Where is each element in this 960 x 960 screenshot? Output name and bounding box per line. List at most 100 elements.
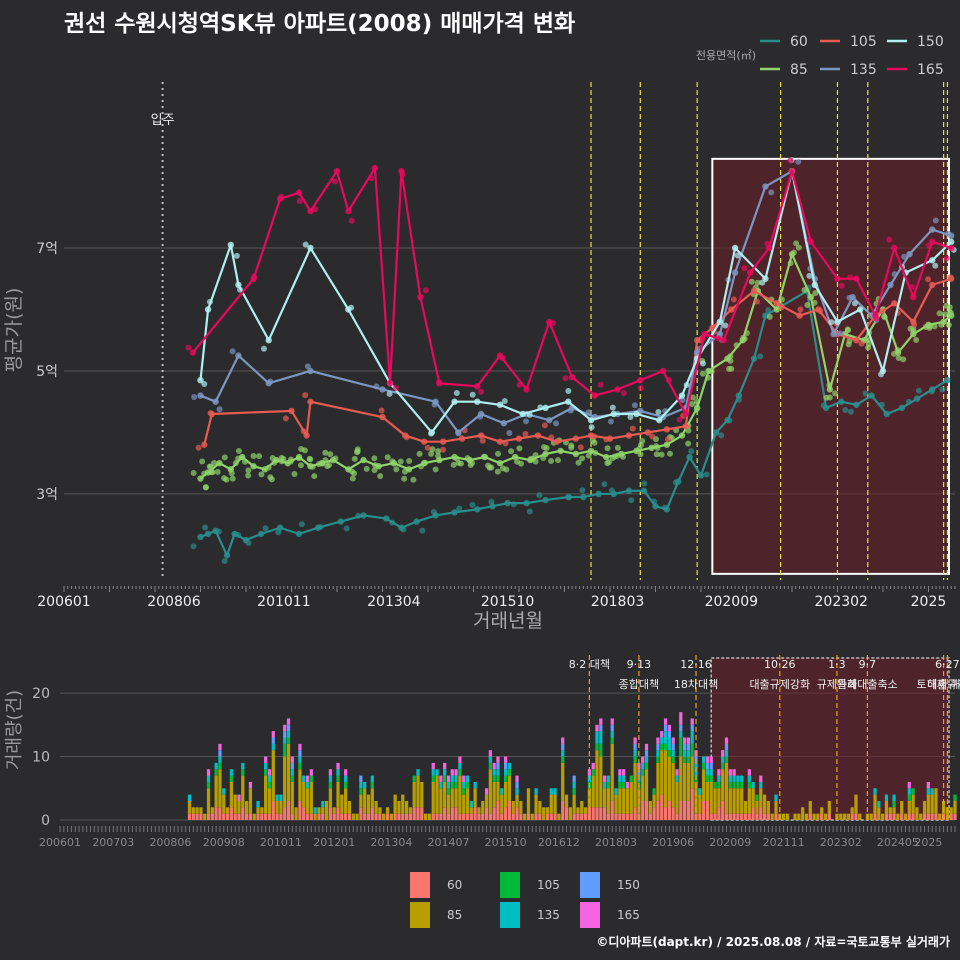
vol-bar xyxy=(279,800,283,814)
data-point xyxy=(685,440,692,447)
vol-bar xyxy=(587,807,592,820)
data-point xyxy=(644,429,652,436)
data-point xyxy=(302,241,309,248)
vol-bar xyxy=(271,743,275,751)
vol-bar xyxy=(328,788,333,808)
data-point xyxy=(837,330,844,337)
vol-bar xyxy=(881,813,885,820)
vol-bar xyxy=(595,743,599,751)
vol-bar xyxy=(926,794,930,814)
data-point xyxy=(658,451,665,458)
data-point xyxy=(932,217,939,224)
vol-bar xyxy=(702,769,706,801)
vol-bar xyxy=(195,807,199,814)
vol-bar xyxy=(770,813,774,820)
vol-bar xyxy=(344,769,348,776)
vol-bar xyxy=(458,762,462,770)
vol-bar xyxy=(233,813,237,820)
vol-bar xyxy=(854,813,858,820)
vol-bar xyxy=(717,788,721,808)
vol-bar xyxy=(667,750,671,757)
vol-bar xyxy=(762,813,767,820)
vol-bar xyxy=(747,769,751,776)
vol-bar xyxy=(930,813,934,820)
data-point xyxy=(853,275,860,282)
vol-bar xyxy=(656,762,660,801)
data-point xyxy=(428,450,435,457)
vol-bar xyxy=(705,756,710,763)
vol-bar xyxy=(332,813,336,820)
data-point xyxy=(428,430,435,437)
vol-bar xyxy=(435,769,439,776)
vol-bar xyxy=(671,756,675,763)
vol-bar xyxy=(785,813,790,820)
data-point xyxy=(689,394,696,401)
vol-bar xyxy=(488,813,492,820)
data-point xyxy=(502,440,509,447)
data-point xyxy=(549,320,556,327)
data-point xyxy=(251,273,258,280)
data-point xyxy=(620,390,627,397)
data-point xyxy=(216,406,223,413)
data-point xyxy=(479,437,486,444)
data-point xyxy=(588,424,595,431)
vol-bar xyxy=(717,807,721,820)
vol-bar xyxy=(214,769,218,776)
vol-bar xyxy=(275,813,279,820)
vol-bar xyxy=(637,769,641,776)
data-point xyxy=(201,381,208,388)
vol-bar xyxy=(305,781,310,789)
vol-bar xyxy=(610,731,614,738)
vol-bar xyxy=(267,813,272,820)
vol-bar xyxy=(416,769,420,776)
vol-bar xyxy=(930,788,934,795)
data-point xyxy=(343,525,350,532)
legend-swatch xyxy=(410,902,430,928)
data-point xyxy=(295,189,303,196)
vol-bar xyxy=(458,756,462,763)
vol-bar xyxy=(412,781,416,808)
vol-bar xyxy=(435,775,439,814)
vol-x-tick-label: 202111 xyxy=(763,836,805,849)
data-point xyxy=(676,416,683,423)
vol-bar xyxy=(271,800,275,820)
vol-bar xyxy=(237,813,241,820)
data-point xyxy=(887,281,894,289)
vol-bar xyxy=(359,781,363,789)
vol-bar xyxy=(953,813,957,820)
vol-bar xyxy=(336,769,340,776)
vol-bar xyxy=(721,756,725,763)
vol-bar xyxy=(896,813,900,820)
vol-bar xyxy=(492,775,496,782)
data-point xyxy=(575,459,582,466)
data-point xyxy=(257,530,265,538)
data-point xyxy=(515,435,523,442)
x-tick-label: 200806 xyxy=(147,594,201,610)
vol-bar xyxy=(473,807,477,820)
vol-bar xyxy=(641,800,645,820)
vol-bar xyxy=(549,813,553,820)
vol-bar xyxy=(907,813,911,820)
vol-bar xyxy=(922,800,927,814)
vol-bar xyxy=(660,750,664,795)
vol-bar xyxy=(705,781,710,801)
data-point xyxy=(652,503,659,510)
data-point xyxy=(878,371,885,378)
data-point xyxy=(565,387,572,394)
vol-bar xyxy=(625,813,630,820)
vol-bar xyxy=(229,769,234,776)
vol-bar xyxy=(344,781,348,789)
data-point xyxy=(424,444,431,451)
vol-bar xyxy=(724,762,729,814)
data-point xyxy=(629,425,636,432)
vol-bar xyxy=(530,813,534,820)
vol-bar xyxy=(682,762,687,801)
vol-bar xyxy=(801,807,805,820)
vol-bar xyxy=(599,731,603,744)
vol-bar xyxy=(686,756,691,763)
vol-bar xyxy=(561,800,565,820)
vol-bar xyxy=(199,807,203,814)
vol-bar xyxy=(618,769,622,776)
vol-bar xyxy=(842,813,847,820)
data-point xyxy=(631,402,638,409)
